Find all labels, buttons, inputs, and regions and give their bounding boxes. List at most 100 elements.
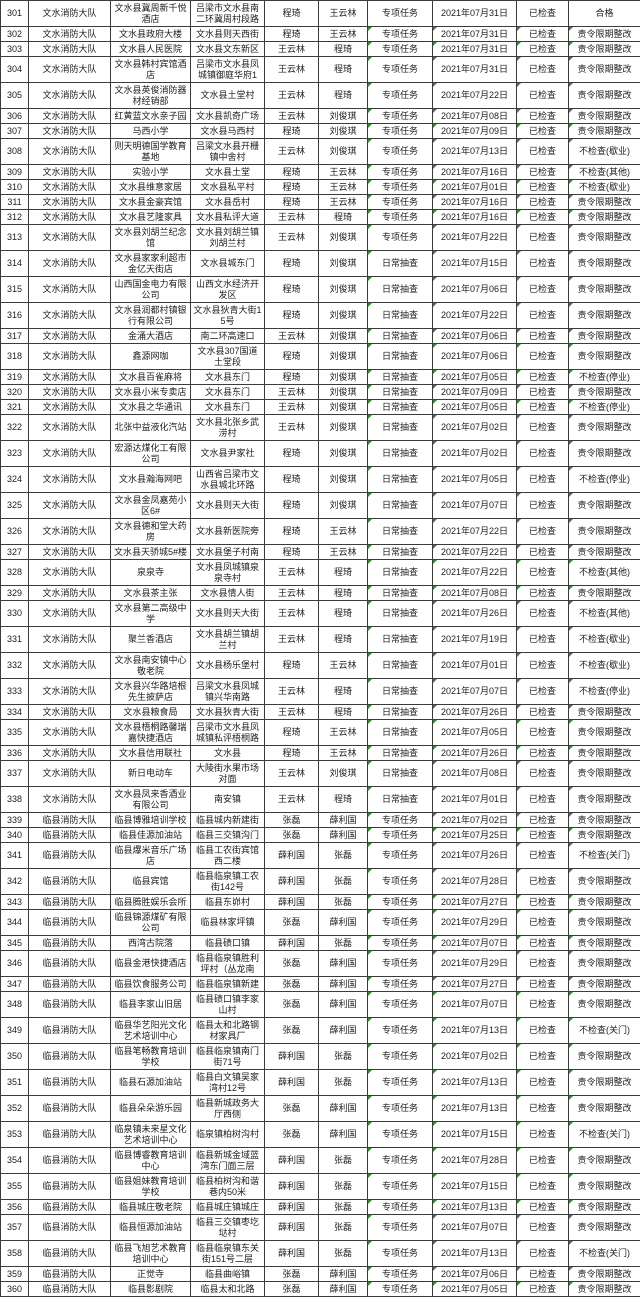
cell-seq: 353 [1, 1122, 29, 1148]
cell-inspector1: 程琦 [265, 746, 319, 761]
cell-seq: 351 [1, 1070, 29, 1096]
cell-date: 2021年07月08日 [433, 109, 517, 124]
table-row: 303 文水消防大队 文水县人民医院 文水县文东新区 王云林 程琦 专项任务 2… [1, 42, 640, 57]
cell-brigade: 临县消防大队 [29, 1215, 111, 1241]
table-row: 359 临县消防大队 正觉寺 临县曲峪镇 张磊 薛利国 专项任务 2021年07… [1, 1267, 640, 1282]
cell-task-type: 专项任务 [368, 1122, 433, 1148]
cell-inspector1: 王云林 [265, 139, 319, 165]
cell-address: 文水县则天大街 [191, 601, 265, 627]
table-row: 360 临县消防大队 临县影剧院 临县太和北路 张磊 薛利国 专项任务 2021… [1, 1282, 640, 1297]
cell-date: 2021年07月07日 [433, 992, 517, 1018]
cell-status: 已检查 [517, 843, 569, 869]
cell-task-type: 日常抽查 [368, 746, 433, 761]
cell-brigade: 文水消防大队 [29, 1, 111, 27]
cell-brigade: 文水消防大队 [29, 210, 111, 225]
cell-status: 已检查 [517, 1122, 569, 1148]
table-row: 315 文水消防大队 山西国金电力有限公司 山西文水经济开发区 程琦 刘俊琪 日… [1, 277, 640, 303]
cell-address: 临县曲峪镇 [191, 1267, 265, 1282]
cell-result: 责令限期整改 [569, 344, 640, 370]
cell-seq: 318 [1, 344, 29, 370]
cell-inspector2: 刘俊琪 [319, 277, 368, 303]
cell-seq: 337 [1, 761, 29, 787]
cell-date: 2021年07月01日 [433, 180, 517, 195]
cell-status: 已检查 [517, 992, 569, 1018]
cell-brigade: 临县消防大队 [29, 1018, 111, 1044]
cell-date: 2021年07月05日 [433, 467, 517, 493]
cell-inspector2: 刘俊琪 [319, 467, 368, 493]
cell-date: 2021年07月15日 [433, 1174, 517, 1200]
cell-address: 临县新城金域蓝湾东门面三层 [191, 1148, 265, 1174]
cell-unit-name: 文水县小米专卖店 [111, 385, 191, 400]
cell-task-type: 专项任务 [368, 895, 433, 910]
cell-seq: 304 [1, 57, 29, 83]
cell-seq: 316 [1, 303, 29, 329]
cell-inspector2: 薛利国 [319, 813, 368, 828]
cell-inspector1: 王云林 [265, 586, 319, 601]
cell-address: 文水县情人街 [191, 586, 265, 601]
cell-brigade: 文水消防大队 [29, 560, 111, 586]
cell-inspector1: 薛利国 [265, 936, 319, 951]
cell-inspector1: 程琦 [265, 493, 319, 519]
cell-address: 临县临泉镇新建 [191, 977, 265, 992]
cell-task-type: 专项任务 [368, 109, 433, 124]
cell-date: 2021年07月08日 [433, 761, 517, 787]
cell-brigade: 文水消防大队 [29, 370, 111, 385]
cell-inspector2: 刘俊琪 [319, 385, 368, 400]
cell-result: 责令限期整改 [569, 1096, 640, 1122]
cell-address: 临县临泉镇南门街71号 [191, 1044, 265, 1070]
cell-inspector2: 薛利国 [319, 1267, 368, 1282]
cell-date: 2021年07月13日 [433, 1241, 517, 1267]
cell-inspector1: 程琦 [265, 519, 319, 545]
cell-task-type: 日常抽查 [368, 400, 433, 415]
cell-address: 临县太和北路 [191, 1282, 265, 1297]
cell-date: 2021年07月13日 [433, 1018, 517, 1044]
cell-result: 责令限期整改 [569, 277, 640, 303]
cell-inspector1: 薛利国 [265, 1241, 319, 1267]
cell-unit-name: 文水县之华通讯 [111, 400, 191, 415]
table-row: 308 文水消防大队 则天明德国学教育基地 吕梁文水县开栅镇中舍村 王云林 刘俊… [1, 139, 640, 165]
cell-result: 责令限期整改 [569, 1200, 640, 1215]
cell-task-type: 专项任务 [368, 910, 433, 936]
cell-unit-name: 文水县艺隆家具 [111, 210, 191, 225]
cell-task-type: 日常抽查 [368, 679, 433, 705]
table-row: 337 文水消防大队 新日电动车 大陵街水果市场对面 王云林 刘俊琪 日常抽查 … [1, 761, 640, 787]
cell-status: 已检查 [517, 910, 569, 936]
cell-seq: 307 [1, 124, 29, 139]
cell-address: 大陵街水果市场对面 [191, 761, 265, 787]
cell-date: 2021年07月22日 [433, 303, 517, 329]
cell-address: 吕梁文水县开栅镇中舍村 [191, 139, 265, 165]
cell-status: 已检查 [517, 1282, 569, 1297]
cell-seq: 312 [1, 210, 29, 225]
cell-seq: 313 [1, 225, 29, 251]
cell-unit-name: 北张中益液化汽站 [111, 415, 191, 441]
cell-inspector1: 王云林 [265, 42, 319, 57]
cell-unit-name: 文水县政府大楼 [111, 27, 191, 42]
cell-inspector2: 刘俊琪 [319, 400, 368, 415]
cell-task-type: 专项任务 [368, 225, 433, 251]
cell-inspector1: 程琦 [265, 370, 319, 385]
cell-unit-name: 临县笔畅教育培训学校 [111, 1044, 191, 1070]
table-row: 305 文水消防大队 文水县英俊消防器材经销部 文水县土堂村 王云林 程琦 专项… [1, 83, 640, 109]
table-row: 313 文水消防大队 文水县刘胡兰纪念馆 文水县刘胡兰镇刘胡兰村 王云林 刘俊琪… [1, 225, 640, 251]
cell-result: 不检查(停业) [569, 370, 640, 385]
cell-seq: 308 [1, 139, 29, 165]
cell-task-type: 日常抽查 [368, 586, 433, 601]
table-row: 331 文水消防大队 聚兰香酒店 文水县胡兰镇胡兰村 王云林 程琦 日常抽查 2… [1, 627, 640, 653]
cell-task-type: 专项任务 [368, 951, 433, 977]
cell-task-type: 专项任务 [368, 936, 433, 951]
cell-address: 临泉镇柏树沟村 [191, 1122, 265, 1148]
cell-result: 责令限期整改 [569, 124, 640, 139]
cell-date: 2021年07月31日 [433, 27, 517, 42]
cell-task-type: 日常抽查 [368, 493, 433, 519]
cell-status: 已检查 [517, 109, 569, 124]
cell-date: 2021年07月22日 [433, 83, 517, 109]
cell-inspector1: 程琦 [265, 180, 319, 195]
cell-result: 责令限期整改 [569, 1070, 640, 1096]
cell-date: 2021年07月07日 [433, 679, 517, 705]
cell-inspector1: 薛利国 [265, 1215, 319, 1241]
table-row: 302 文水消防大队 文水县政府大楼 文水县则天西街 程琦 王云林 专项任务 2… [1, 27, 640, 42]
cell-address: 文水县尹家社 [191, 441, 265, 467]
cell-date: 2021年07月26日 [433, 746, 517, 761]
cell-inspector1: 程琦 [265, 195, 319, 210]
cell-result: 不检查(关门) [569, 1018, 640, 1044]
